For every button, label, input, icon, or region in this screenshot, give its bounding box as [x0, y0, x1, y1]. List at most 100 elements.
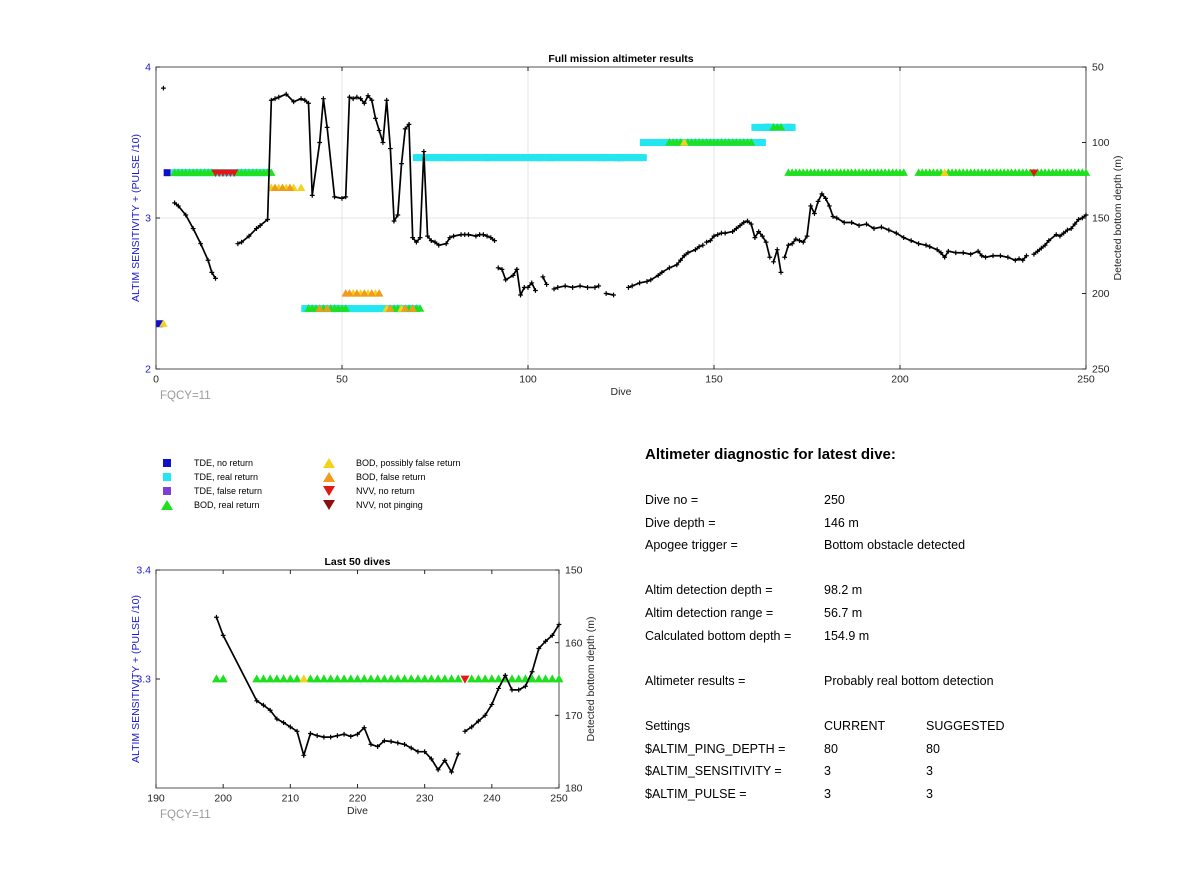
square-marker	[762, 123, 770, 131]
results-row: Altimeter results = Probably real bottom …	[645, 673, 994, 688]
depth-point	[254, 698, 260, 704]
depth-point	[797, 238, 802, 244]
triangle-up-marker	[401, 304, 410, 312]
depth-point	[309, 192, 315, 198]
depth-point	[274, 716, 280, 722]
depth-point	[334, 733, 340, 739]
y-right-axis-label: Detected bottom depth (m)	[1112, 156, 1124, 281]
depth-point	[205, 257, 211, 263]
x-axis-label: Dive	[347, 805, 368, 817]
series-bod-false-return	[270, 183, 417, 312]
depth-point	[808, 203, 814, 209]
square-marker	[357, 305, 365, 313]
depth-point	[435, 767, 441, 773]
square-marker	[602, 154, 610, 162]
triangle-up-marker	[440, 674, 450, 683]
triangle-up-marker	[1081, 168, 1091, 176]
depth-line	[542, 276, 548, 285]
depth-point	[510, 272, 516, 278]
depth-point	[938, 250, 944, 256]
triangle-up-marker	[285, 183, 295, 191]
square-marker	[751, 139, 759, 146]
depth-point	[209, 269, 215, 275]
depth-point	[449, 769, 454, 775]
square-marker	[491, 154, 499, 162]
square-marker	[569, 154, 577, 162]
depth-point	[774, 247, 780, 253]
x-tick-label: 230	[416, 793, 434, 805]
depth-point	[655, 272, 661, 278]
depth-line	[772, 249, 782, 273]
depth-point	[308, 731, 313, 736]
depth-point	[469, 724, 475, 730]
depth-point	[693, 247, 698, 253]
triangle-up-marker	[547, 674, 557, 683]
depth-point	[923, 242, 929, 248]
square-marker	[598, 154, 606, 162]
depth-point	[1079, 215, 1085, 221]
depth-point	[1061, 230, 1067, 236]
depth-point	[480, 232, 486, 238]
triangle-up-marker	[265, 674, 275, 683]
depth-point	[942, 254, 948, 260]
triangle-up-marker	[339, 674, 349, 683]
square-marker	[520, 154, 528, 162]
square-marker	[613, 154, 621, 162]
triangle-up-marker	[359, 674, 369, 683]
square-icon	[160, 472, 174, 482]
square-marker	[557, 154, 565, 162]
depth-point	[1053, 232, 1059, 238]
triangle-up-marker	[747, 138, 756, 146]
square-icon	[160, 486, 174, 496]
depth-point	[585, 285, 590, 290]
depth-point	[864, 221, 869, 227]
depth-point	[711, 233, 717, 239]
depth-point	[482, 712, 488, 718]
depth-point	[287, 724, 293, 730]
depth-point	[175, 203, 181, 209]
triangle-up-marker	[299, 674, 309, 683]
triangle-up-marker	[386, 304, 395, 312]
triangle-up-marker	[270, 183, 280, 191]
series-detected-bottom-depth	[161, 85, 1089, 298]
square-marker	[438, 154, 446, 162]
square-marker	[632, 154, 640, 162]
triangle-up-marker	[527, 674, 537, 683]
depth-line	[553, 285, 599, 290]
frequency-annotation: FQCY=11	[160, 390, 211, 402]
legend-item: TDE, no return	[160, 458, 253, 468]
depth-point	[373, 115, 378, 121]
depth-point	[759, 233, 765, 239]
depth-line	[706, 220, 771, 258]
depth-point	[339, 195, 345, 201]
depth-point	[681, 253, 687, 259]
depth-point	[257, 223, 263, 228]
depth-point	[447, 235, 453, 241]
triangle-up-marker	[447, 674, 457, 683]
depth-point	[879, 224, 884, 230]
depth-point	[399, 161, 404, 167]
square-marker	[755, 123, 763, 131]
legend-item: TDE, false return	[160, 486, 262, 496]
square-marker	[345, 305, 353, 313]
depth-point	[540, 274, 546, 280]
last-50-dives-chart: 190 200 210 220 230 240 250 3.3 3.4 150 160 170 180 L…	[130, 556, 597, 821]
depth-point	[502, 672, 508, 678]
depth-point	[281, 720, 287, 725]
triangle-up-marker	[360, 289, 369, 297]
series-bod-possibly-false-return	[299, 674, 309, 683]
square-marker	[450, 154, 458, 162]
depth-point	[496, 686, 501, 691]
triangle-up-marker	[487, 674, 497, 683]
square-marker	[457, 154, 465, 162]
square-marker	[468, 154, 476, 162]
depth-point	[246, 233, 252, 239]
triangle-up-marker	[218, 674, 228, 683]
series-bod-real-return	[211, 674, 564, 683]
x-tick-label: 150	[705, 374, 723, 386]
triangle-up-marker	[159, 319, 168, 327]
square-marker	[353, 305, 361, 313]
depth-point	[198, 241, 204, 247]
square-marker	[464, 154, 472, 162]
depth-point	[741, 220, 747, 225]
